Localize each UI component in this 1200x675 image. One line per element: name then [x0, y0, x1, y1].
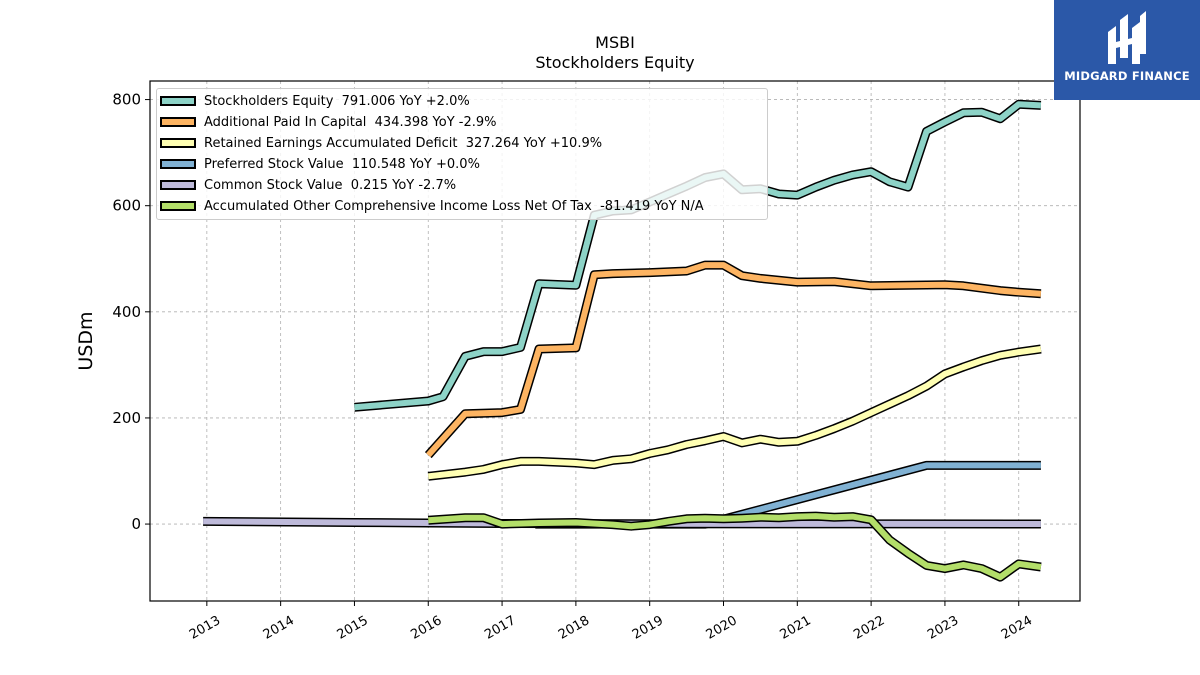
- legend-label: Additional Paid In Capital 434.398 YoY -…: [204, 114, 497, 130]
- legend-item-retained-earnings: Retained Earnings Accumulated Deficit 32…: [160, 134, 602, 152]
- legend-item-common-stock-value: Common Stock Value 0.215 YoY -2.7%: [160, 176, 456, 194]
- legend-swatch: [160, 138, 196, 148]
- y-tick-label: 600: [112, 197, 141, 215]
- x-tick-label: 2018: [556, 613, 592, 643]
- series-outline: [424, 260, 1042, 459]
- legend-item-stockholders-equity: Stockholders Equity 791.006 YoY +2.0%: [160, 92, 470, 110]
- legend-swatch: [160, 96, 196, 106]
- x-tick-label: 2017: [482, 613, 518, 643]
- y-tick-label: 800: [112, 91, 141, 109]
- x-tick-label: 2019: [630, 613, 666, 643]
- legend-label: Stockholders Equity 791.006 YoY +2.0%: [204, 93, 470, 109]
- series-line: [426, 262, 1042, 458]
- y-tick-label: 400: [112, 303, 141, 321]
- chart-title: MSBI: [595, 33, 635, 52]
- y-axis-label: USDm: [75, 311, 97, 370]
- x-tick-label: 2024: [999, 613, 1035, 643]
- chart-legend: Stockholders Equity 791.006 YoY +2.0% Ad…: [156, 88, 768, 220]
- y-tick-label: 0: [131, 515, 141, 533]
- legend-swatch: [160, 180, 196, 190]
- x-tick-label: 2021: [777, 613, 813, 643]
- x-tick-label: 2015: [335, 613, 371, 643]
- legend-label: Preferred Stock Value 110.548 YoY +0.0%: [204, 156, 480, 172]
- legend-item-additional-paid-in-capital: Additional Paid In Capital 434.398 YoY -…: [160, 113, 497, 131]
- x-tick-label: 2022: [851, 613, 887, 643]
- series-line: [428, 513, 1042, 581]
- x-tick-label: 2023: [925, 613, 961, 643]
- brand-mark-icon: [1108, 11, 1146, 64]
- legend-item-preferred-stock-value: Preferred Stock Value 110.548 YoY +0.0%: [160, 155, 480, 173]
- chart-subtitle: Stockholders Equity: [535, 53, 694, 72]
- legend-label: Common Stock Value 0.215 YoY -2.7%: [204, 177, 457, 193]
- series-line: [427, 346, 1042, 480]
- x-tick-label: 2013: [187, 613, 223, 643]
- brand-logo: MIDGARD FINANCE: [1054, 0, 1200, 100]
- legend-swatch: [160, 159, 196, 169]
- y-tick-label: 200: [112, 409, 141, 427]
- series-line: [203, 518, 1041, 527]
- legend-swatch: [160, 201, 196, 211]
- plot-frame: [149, 80, 1081, 602]
- x-tick-label: 2014: [261, 613, 297, 643]
- x-tick-label: 2020: [704, 613, 740, 643]
- legend-swatch: [160, 117, 196, 127]
- brand-name: MIDGARD FINANCE: [1064, 69, 1190, 83]
- legend-label: Retained Earnings Accumulated Deficit 32…: [204, 135, 603, 151]
- x-tick-label: 2016: [408, 613, 444, 643]
- legend-label: Accumulated Other Comprehensive Income L…: [204, 198, 704, 214]
- legend-item-aoci: Accumulated Other Comprehensive Income L…: [160, 197, 704, 215]
